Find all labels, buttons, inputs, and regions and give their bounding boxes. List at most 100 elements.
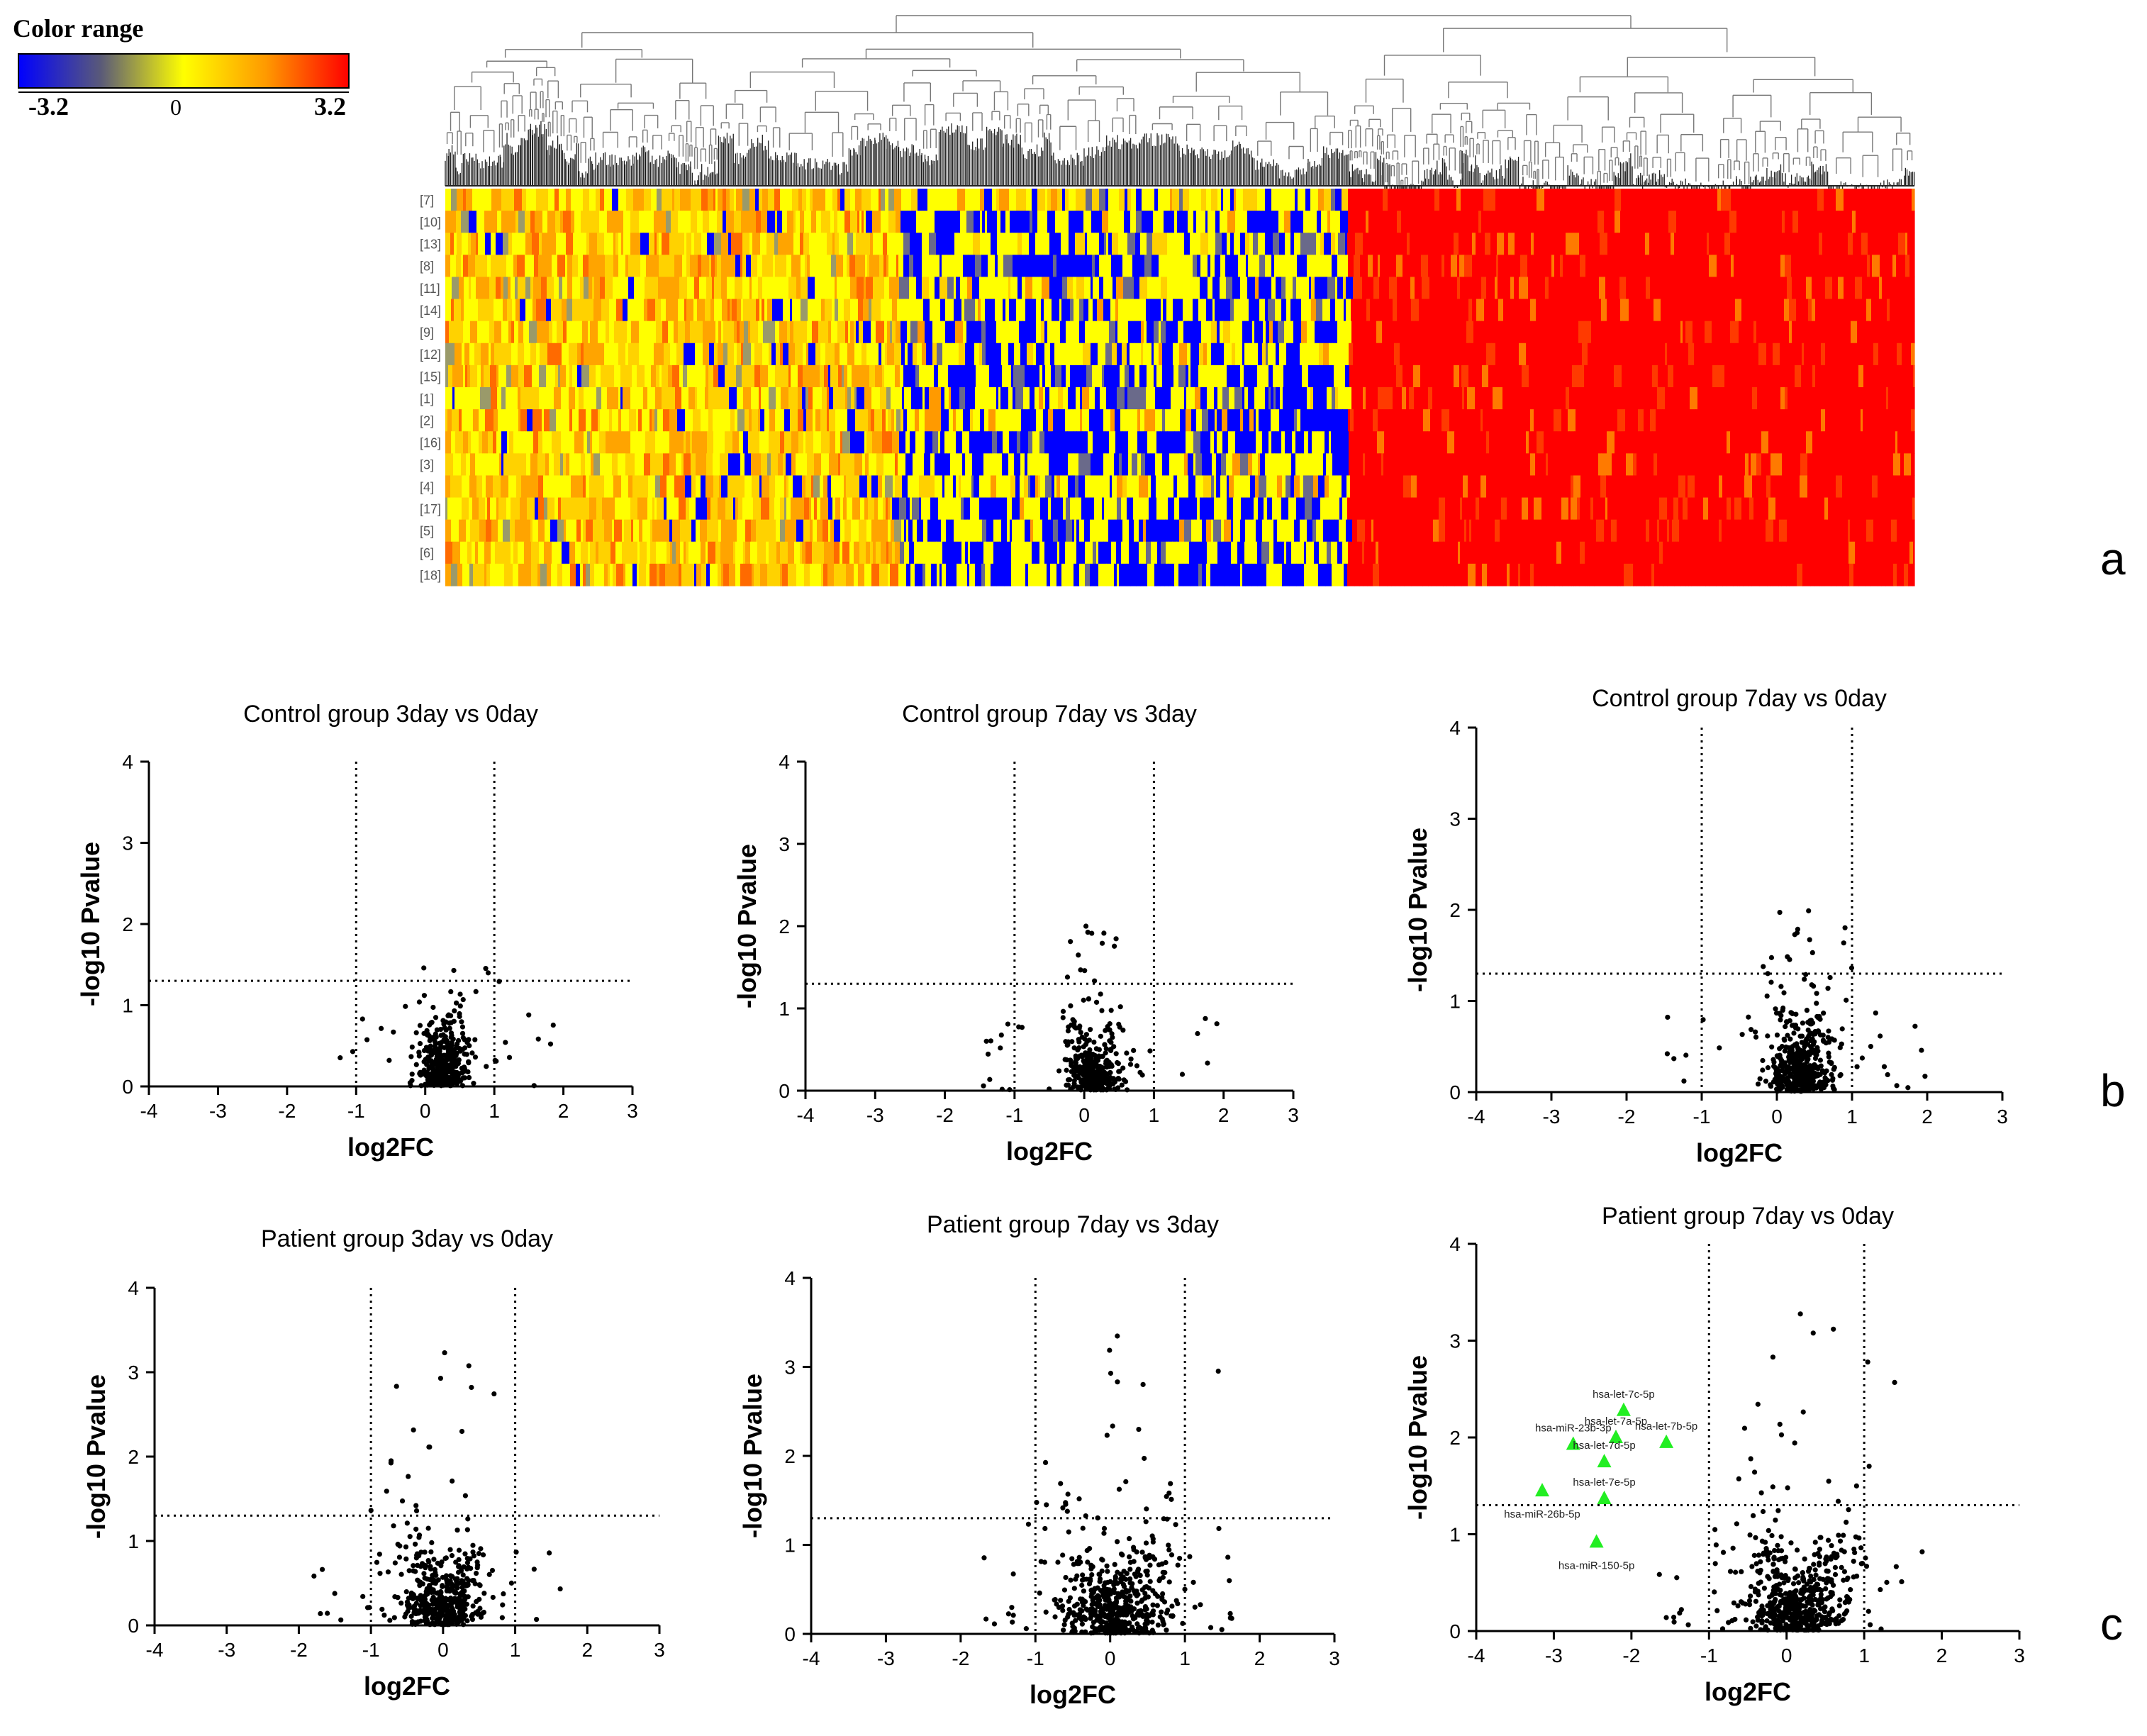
data-point (981, 1083, 986, 1089)
data-point (480, 1552, 486, 1558)
data-point (1814, 1581, 1821, 1588)
data-point (1069, 1628, 1076, 1635)
data-point (474, 1598, 479, 1605)
data-point (1086, 1059, 1092, 1065)
data-point (1807, 937, 1812, 942)
data-point (1092, 1052, 1098, 1058)
data-point (1841, 940, 1846, 946)
dendrogram (445, 15, 1915, 221)
data-point (1076, 1496, 1082, 1502)
data-point (1832, 1564, 1839, 1570)
data-point (1122, 1079, 1129, 1084)
data-point (360, 1593, 366, 1599)
data-point (1809, 1036, 1815, 1042)
data-point (1066, 1606, 1072, 1613)
data-point (1775, 1623, 1781, 1629)
data-point (1802, 1556, 1807, 1562)
data-point (1142, 1455, 1147, 1462)
data-point (1064, 974, 1071, 980)
data-point (981, 1555, 987, 1561)
data-point (459, 1578, 464, 1584)
data-point (1097, 1628, 1103, 1633)
data-point (1074, 1612, 1080, 1618)
data-points (1656, 1311, 1925, 1633)
data-point (1088, 1606, 1093, 1612)
data-point (1836, 1613, 1842, 1619)
data-point (1800, 1603, 1806, 1609)
data-point (1116, 1486, 1122, 1492)
data-point (1730, 1545, 1736, 1551)
data-point (1083, 1042, 1089, 1047)
data-point (531, 1567, 537, 1572)
data-point (1108, 1040, 1114, 1045)
data-point (460, 1611, 466, 1617)
data-point (1164, 1610, 1170, 1616)
heatmap-row-label: [18] (420, 568, 441, 582)
data-point (1143, 1540, 1149, 1546)
data-point (413, 1526, 419, 1532)
data-point (459, 1069, 465, 1076)
data-point (1005, 1611, 1011, 1617)
data-point (1077, 1064, 1083, 1069)
heatmap-row (445, 343, 1915, 366)
y-axis-label: -log10 Pvalue (1403, 1355, 1432, 1520)
data-point (406, 1474, 411, 1479)
data-point (1817, 1535, 1823, 1540)
data-point (1127, 1576, 1133, 1582)
data-point (1755, 1401, 1761, 1407)
x-axis-label: log2FC (1705, 1677, 1791, 1706)
data-point (1758, 1567, 1763, 1573)
x-tick-label: 1 (1179, 1647, 1190, 1669)
data-point (1019, 1025, 1025, 1030)
data-point (469, 1050, 475, 1056)
data-point (1127, 1554, 1132, 1559)
data-point (1810, 1042, 1817, 1047)
data-point (1756, 1552, 1761, 1558)
data-point (1762, 1626, 1768, 1632)
data-point (1700, 1017, 1706, 1023)
data-point (413, 1601, 419, 1606)
x-tick-label: 3 (1288, 1104, 1299, 1126)
data-point (1774, 1053, 1780, 1059)
data-point (1127, 1620, 1132, 1626)
data-point (1115, 1379, 1120, 1385)
data-point (1058, 1598, 1064, 1603)
data-point (1845, 1575, 1851, 1581)
data-point (1145, 1594, 1151, 1600)
data-point (1098, 991, 1103, 997)
data-point (368, 1508, 374, 1513)
data-point (1107, 1615, 1112, 1622)
data-point (1826, 1028, 1831, 1034)
data-point (439, 1040, 445, 1045)
y-tick-label: 3 (1449, 808, 1461, 830)
data-point (550, 1022, 556, 1028)
y-tick-label: 4 (784, 1267, 796, 1289)
data-point (1743, 1617, 1749, 1623)
data-point (1099, 1568, 1105, 1574)
data-point (440, 1583, 445, 1588)
data-point (1793, 1011, 1799, 1017)
heatmap-row-label: [16] (420, 436, 441, 450)
data-point (442, 1350, 447, 1356)
data-point (1795, 926, 1801, 932)
data-point (464, 1527, 470, 1532)
data-point (1104, 1432, 1110, 1438)
data-point (1058, 1481, 1064, 1486)
data-point (1083, 1086, 1089, 1091)
x-tick-label: 1 (1149, 1104, 1160, 1126)
data-point (1205, 1060, 1210, 1066)
data-point (395, 1595, 401, 1601)
data-point (467, 1556, 473, 1562)
data-point (350, 1049, 356, 1055)
data-point (1007, 1087, 1013, 1093)
data-point (1783, 1591, 1789, 1596)
data-point (417, 1579, 423, 1585)
data-point (379, 1606, 385, 1612)
heatmap-row (445, 387, 1915, 410)
data-point (1817, 1576, 1823, 1581)
data-point (403, 1544, 409, 1549)
data-point (1104, 1064, 1110, 1070)
data-point (1101, 1086, 1107, 1092)
data-point (1107, 1630, 1113, 1636)
data-point (1133, 1628, 1139, 1635)
